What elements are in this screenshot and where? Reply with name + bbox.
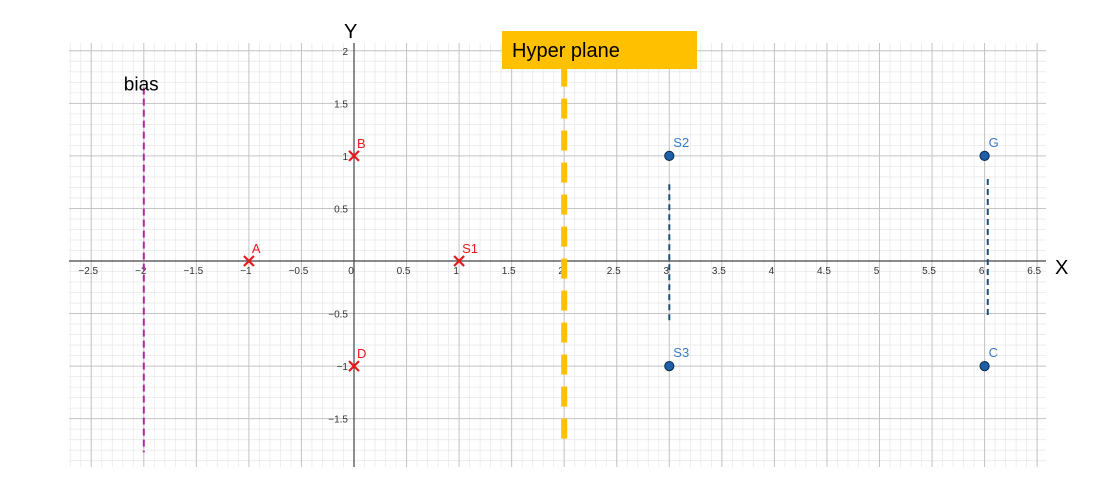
hyperplane-label: Hyper plane	[512, 40, 620, 62]
data-points	[243, 150, 990, 372]
point-label: S3	[673, 345, 689, 360]
x-axis-label: X	[1055, 257, 1068, 279]
y-tick-label: −0.5	[328, 310, 348, 321]
x-tick-label: 5.5	[922, 266, 936, 277]
x-marker	[348, 360, 360, 372]
minor-grid	[69, 43, 1046, 467]
x-tick-label: −0.5	[289, 266, 309, 277]
major-grid	[69, 43, 1046, 467]
x-tick-label: 1	[453, 266, 459, 277]
x-marker-stroke	[243, 255, 255, 267]
y-axis-label: Y	[344, 21, 357, 43]
point-label: A	[252, 241, 261, 256]
x-tick-label: −2	[135, 266, 147, 277]
y-tick-label: 2	[342, 47, 348, 58]
y-tick-label: 1.5	[334, 99, 348, 110]
x-tick-label: 4.5	[817, 266, 831, 277]
guide-lines	[142, 66, 989, 453]
x-marker	[243, 255, 255, 267]
circle-marker	[979, 361, 990, 372]
point-label: B	[357, 136, 366, 151]
y-tick-label: 0.5	[334, 204, 348, 215]
point-label: S2	[673, 135, 689, 150]
point-label: G	[989, 135, 999, 150]
x-tick-label: 6	[979, 266, 985, 277]
x-tick-label: 2.5	[607, 266, 621, 277]
x-tick-label: 4	[769, 266, 775, 277]
text-labels: X Y bias Hyper plane A B S1 D S2 S3 G C	[124, 21, 1069, 361]
y-tick-labels: −1.5 −1 −0.5 0.5 1 1.5 2	[328, 47, 348, 426]
x-tick-label: 3	[664, 266, 670, 277]
x-tick-label: −2.5	[78, 266, 98, 277]
x-marker-stroke	[348, 360, 360, 372]
point-label: S1	[462, 241, 478, 256]
x-tick-label: 5	[874, 266, 880, 277]
x-tick-label: −1.5	[183, 266, 203, 277]
x-marker-stroke	[348, 150, 360, 162]
circle-marker	[979, 150, 990, 161]
x-marker	[348, 150, 360, 162]
x-marker	[453, 255, 465, 267]
circle-marker	[664, 361, 675, 372]
x-tick-label: −1	[240, 266, 252, 277]
x-tick-label: 0.5	[397, 266, 411, 277]
y-tick-label: −1	[337, 362, 349, 373]
bias-label: bias	[124, 75, 159, 96]
point-label: D	[357, 346, 366, 361]
circle-marker	[664, 150, 675, 161]
y-tick-label: −1.5	[328, 415, 348, 426]
hyperplane-label-box	[502, 31, 697, 69]
x-marker-stroke	[453, 255, 465, 267]
x-tick-label: 3.5	[712, 266, 726, 277]
axes	[69, 43, 1046, 467]
x-tick-label: 1.5	[502, 266, 516, 277]
point-label: C	[989, 345, 998, 360]
y-tick-label: 1	[342, 152, 348, 163]
x-tick-label: 0	[348, 266, 354, 277]
x-tick-label: 6.5	[1027, 266, 1041, 277]
